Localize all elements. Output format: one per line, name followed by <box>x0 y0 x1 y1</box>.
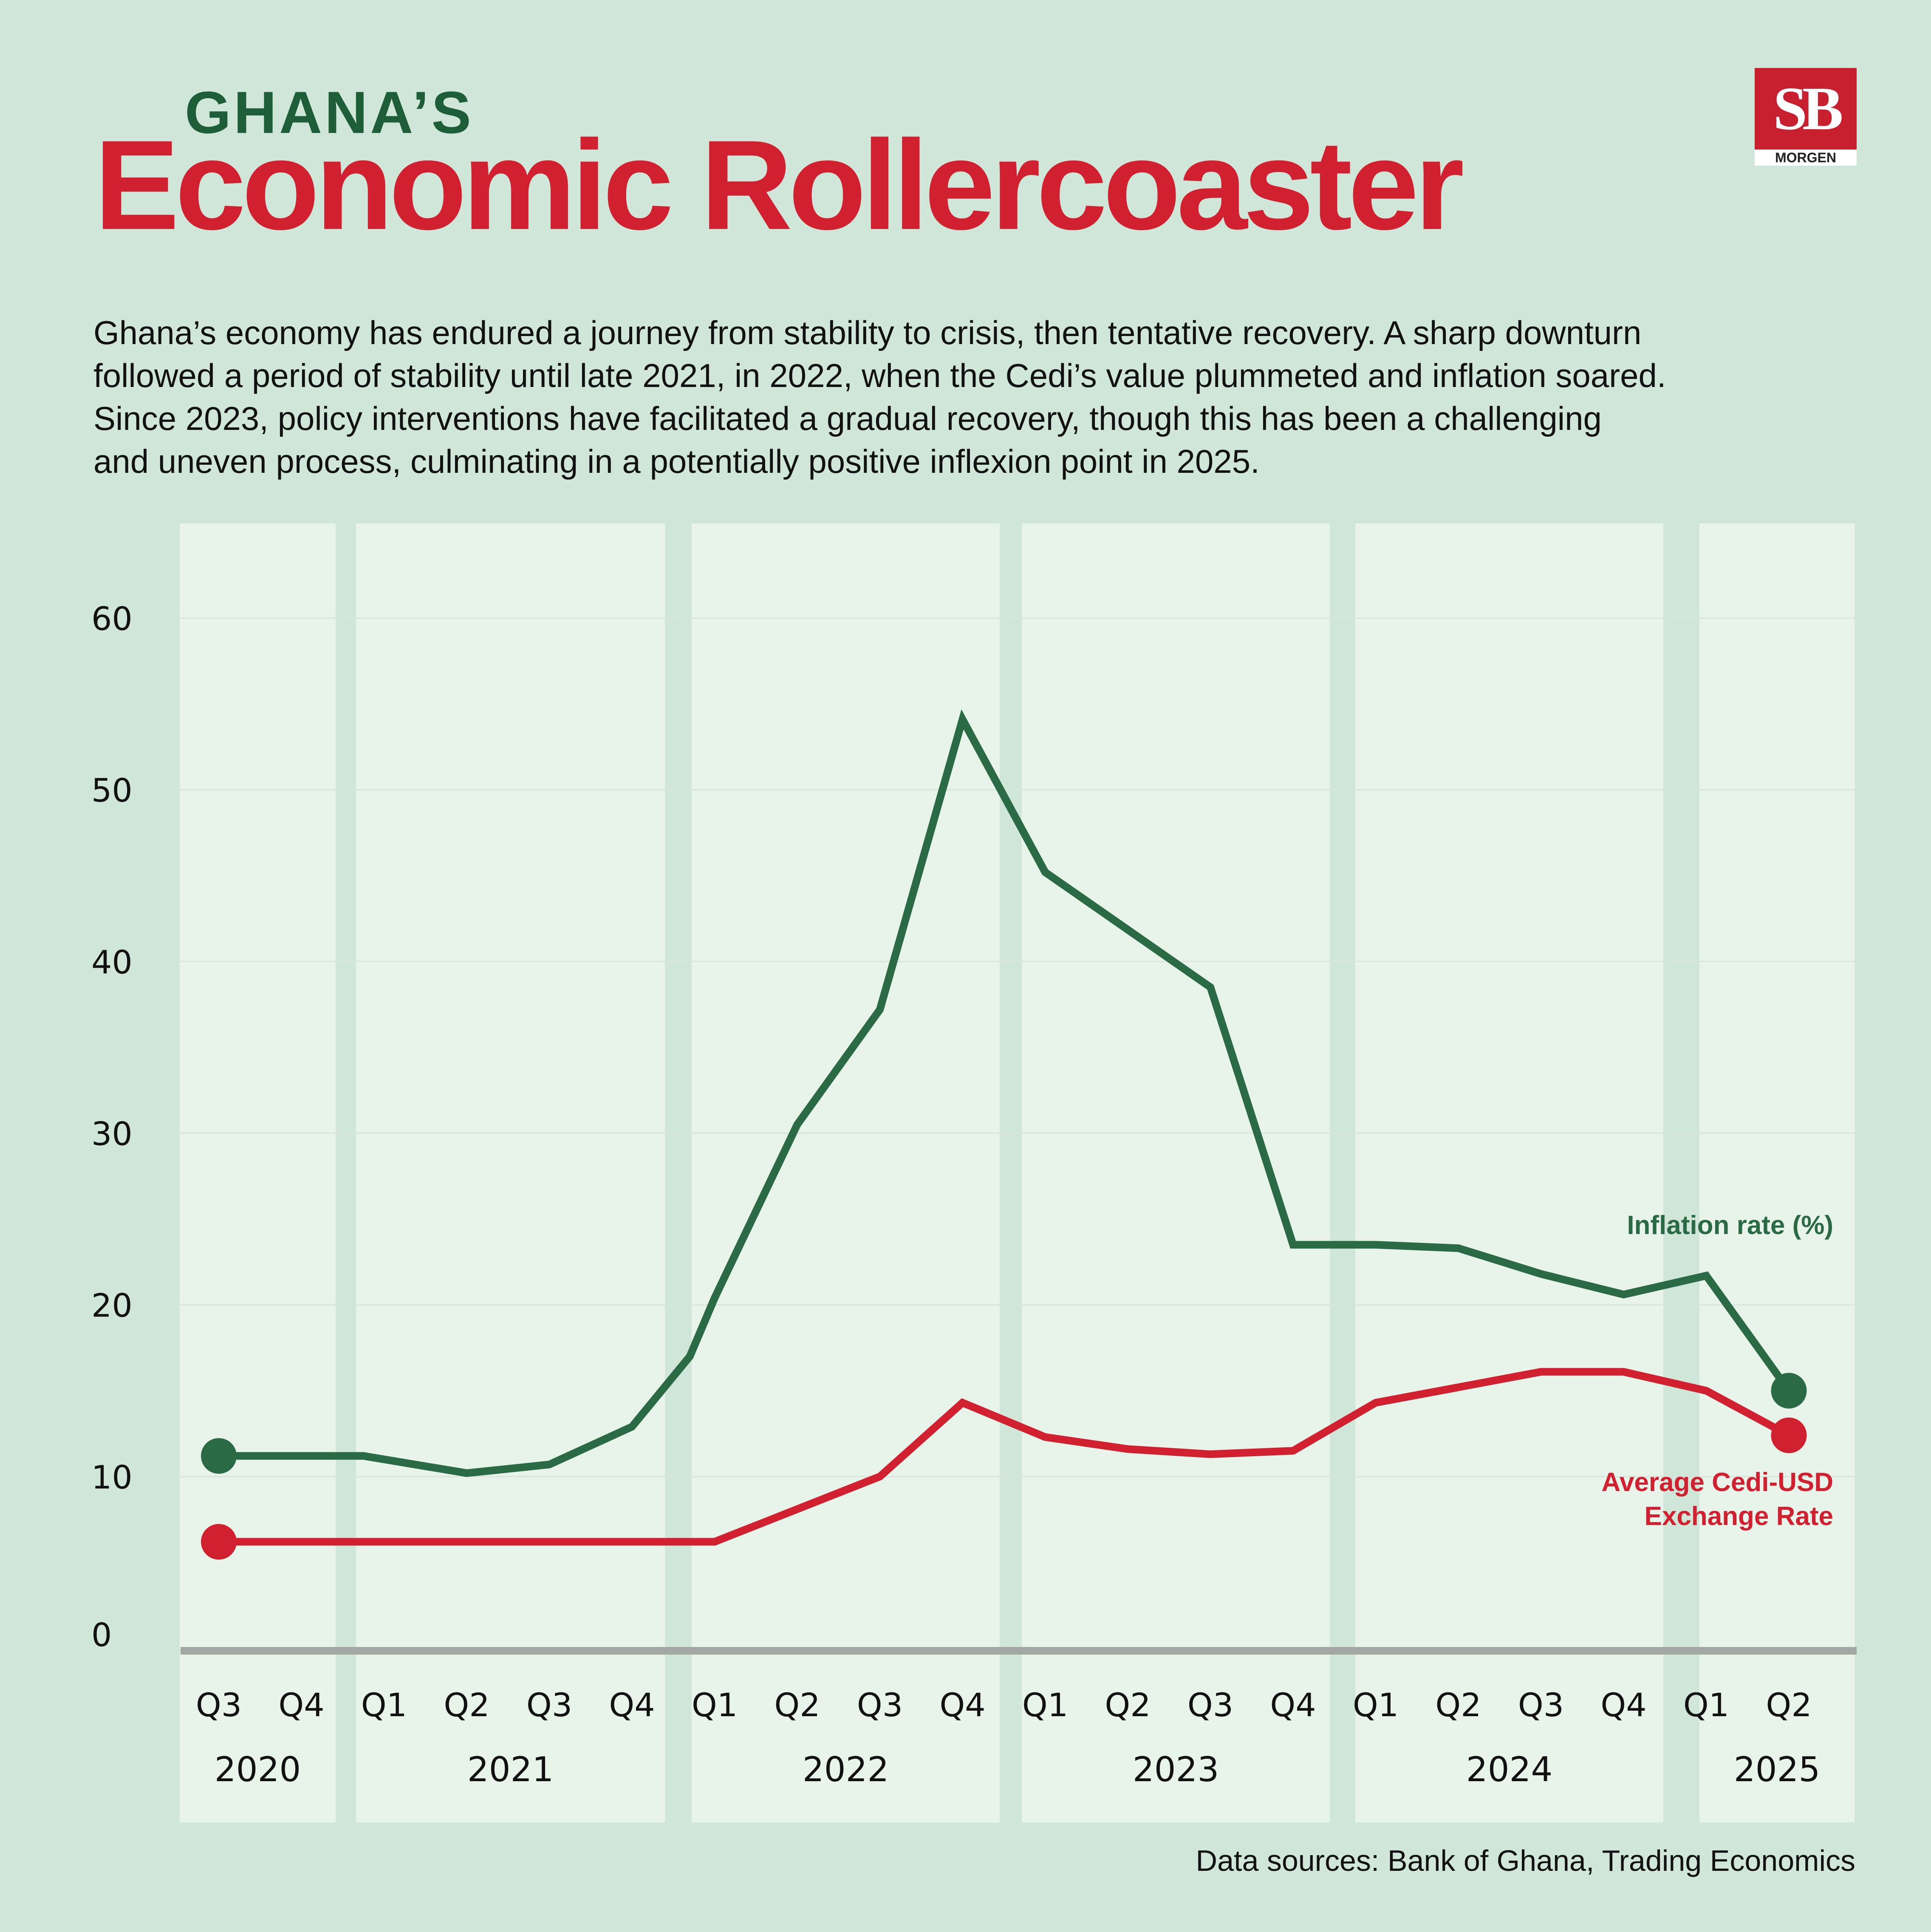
y-tick-label: 0 <box>91 1616 112 1654</box>
exchange-rate-line <box>219 1368 1791 1546</box>
intro-line: and uneven process, culminating in a pot… <box>93 443 1260 480</box>
year-label: 2023 <box>1133 1750 1219 1789</box>
inflation-line <box>219 709 1792 1477</box>
y-tick-label: 20 <box>91 1287 133 1325</box>
year-band <box>1022 523 1330 1822</box>
quarter-tick-label: Q3 <box>196 1686 242 1724</box>
intro-line: Since 2023, policy interventions have fa… <box>93 400 1602 437</box>
quarter-tick-label: Q3 <box>857 1686 903 1724</box>
data-source-note: Data sources: Bank of Ghana, Trading Eco… <box>1196 1844 1855 1877</box>
year-label: 2021 <box>467 1750 554 1789</box>
year-label: 2024 <box>1466 1750 1553 1789</box>
quarter-tick-label: Q4 <box>1600 1686 1646 1724</box>
year-band <box>692 523 1000 1822</box>
y-tick-label: 50 <box>91 771 133 809</box>
quarter-tick-label: Q3 <box>526 1686 572 1724</box>
y-tick-label: 10 <box>91 1458 133 1496</box>
y-tick-label: 60 <box>91 600 133 638</box>
intro-paragraph: Ghana’s economy has endured a journey fr… <box>93 311 1878 483</box>
quarter-tick-label: Q2 <box>1766 1686 1812 1724</box>
page-title: Economic Rollercoaster <box>94 113 1464 256</box>
series-label: Average Cedi-USD <box>1601 1468 1833 1497</box>
series-end-marker <box>1771 1373 1807 1409</box>
quarter-tick-label: Q4 <box>939 1686 985 1724</box>
sb-morgen-logo: SB MORGEN <box>1755 68 1857 166</box>
quarter-tick-label: Q2 <box>774 1686 820 1724</box>
quarter-tick-label: Q3 <box>1187 1686 1233 1724</box>
quarter-tick-label: Q4 <box>1270 1686 1316 1724</box>
year-band <box>356 523 665 1822</box>
year-label: 2020 <box>215 1750 301 1789</box>
logo-mark: SB <box>1755 68 1857 150</box>
series-start-marker <box>201 1524 237 1560</box>
quarter-tick-label: Q2 <box>1435 1686 1481 1724</box>
year-band <box>180 523 336 1822</box>
pre-title: GHANA’S <box>185 79 474 146</box>
quarter-tick-label: Q1 <box>692 1686 738 1724</box>
quarter-tick-label: Q3 <box>1518 1686 1564 1724</box>
series-label: Exchange Rate <box>1644 1502 1833 1531</box>
year-label: 2022 <box>803 1750 889 1789</box>
series-start-marker <box>201 1438 237 1474</box>
logo-word: MORGEN <box>1775 150 1836 165</box>
quarter-tick-label: Q1 <box>1683 1686 1729 1724</box>
y-tick-label: 40 <box>91 943 133 981</box>
quarter-tick-label: Q2 <box>1105 1686 1151 1724</box>
series-end-marker <box>1771 1417 1807 1453</box>
quarter-tick-label: Q1 <box>1022 1686 1068 1724</box>
year-band <box>1699 523 1855 1822</box>
year-band <box>1355 523 1663 1822</box>
quarter-tick-label: Q1 <box>361 1686 407 1724</box>
quarter-tick-label: Q4 <box>278 1686 324 1724</box>
quarter-tick-label: Q1 <box>1353 1686 1399 1724</box>
intro-line: Ghana’s economy has endured a journey fr… <box>93 314 1642 351</box>
quarter-tick-label: Q4 <box>609 1686 655 1724</box>
quarter-tick-label: Q2 <box>444 1686 489 1724</box>
intro-line: followed a period of stability until lat… <box>93 357 1666 394</box>
series-label: Inflation rate (%) <box>1627 1211 1833 1240</box>
y-tick-label: 30 <box>91 1115 133 1153</box>
year-label: 2025 <box>1734 1750 1821 1789</box>
